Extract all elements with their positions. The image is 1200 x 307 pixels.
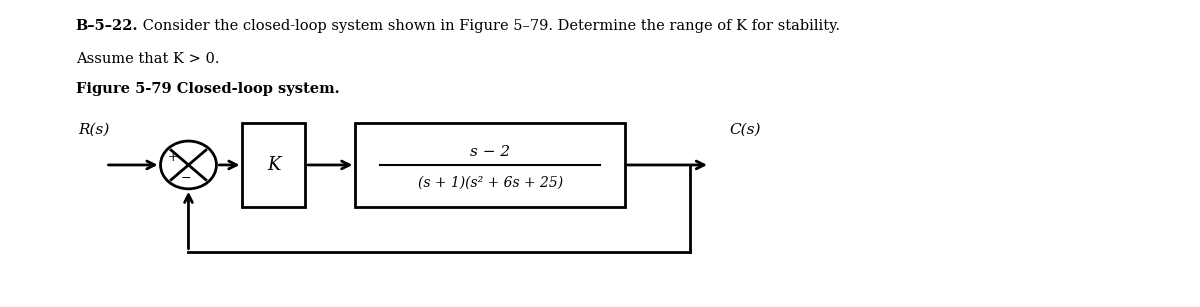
Text: K: K bbox=[268, 156, 281, 174]
Text: C(s): C(s) bbox=[730, 123, 761, 137]
Bar bbox=[242, 123, 305, 207]
Text: +: + bbox=[168, 151, 179, 164]
Text: Figure 5-79 Closed-loop system.: Figure 5-79 Closed-loop system. bbox=[76, 82, 340, 96]
Text: −: − bbox=[180, 172, 191, 185]
Text: R(s): R(s) bbox=[79, 123, 110, 137]
Text: B–5–22.: B–5–22. bbox=[76, 19, 138, 33]
Text: Assume that K > 0.: Assume that K > 0. bbox=[76, 52, 220, 66]
Bar bbox=[355, 123, 625, 207]
Text: s − 2: s − 2 bbox=[470, 145, 510, 159]
Text: (s + 1)(s² + 6s + 25): (s + 1)(s² + 6s + 25) bbox=[418, 176, 563, 190]
Text: Consider the closed-loop system shown in Figure 5–79. Determine the range of K f: Consider the closed-loop system shown in… bbox=[138, 19, 840, 33]
